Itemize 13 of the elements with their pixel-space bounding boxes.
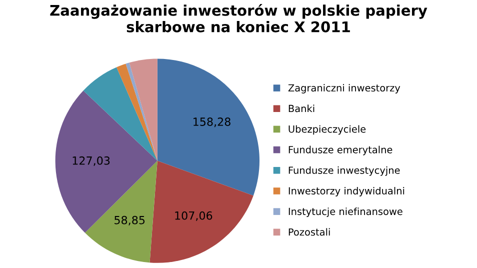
legend-label: Zagraniczni inwestorzy	[288, 84, 400, 94]
legend-label: Instytucje niefinansowe	[288, 208, 402, 217]
legend-label: Fundusze emerytalne	[288, 146, 392, 156]
data-label: 158,28	[194, 118, 230, 128]
legend-label: Banki	[288, 104, 314, 112]
data-label: 107,06	[175, 211, 212, 221]
legend-label: Pozostali	[288, 228, 330, 236]
chart-title: Zaangażowanie inwestorów w polskie papiery skarbowe na koniec X 2011	[50, 4, 428, 32]
legend-label: Fundusze inwestycyjne	[288, 166, 400, 176]
legend-label: Inwestorzy indywidualni	[288, 186, 404, 196]
data-label: 127,03	[72, 156, 110, 166]
data-label: 58,85	[114, 216, 145, 226]
legend-label: Ubezpieczyciele	[288, 125, 366, 135]
